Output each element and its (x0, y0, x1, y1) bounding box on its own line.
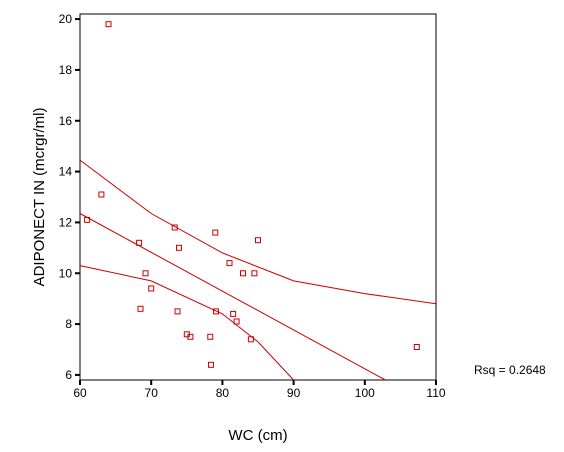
x-axis-title: WC (cm) (228, 427, 287, 444)
data-point (142, 270, 149, 277)
data-point (148, 285, 155, 292)
data-point (176, 244, 182, 251)
y-tick-label: 18 (59, 63, 73, 77)
plot-frame (79, 13, 437, 381)
x-tick-label: 90 (287, 386, 301, 400)
regression-lines (79, 159, 437, 381)
x-axis-ticks: 60 70 80 90 100 110 (73, 380, 446, 400)
data-point (105, 21, 112, 28)
data-point (84, 216, 91, 223)
y-tick-label: 6 (65, 368, 72, 382)
x-tick-label: 70 (145, 386, 159, 400)
data-point (233, 318, 240, 325)
confidence-band-upper (79, 159, 437, 305)
data-point (213, 308, 219, 315)
confidence-band-lower (79, 265, 294, 381)
data-point (207, 333, 214, 340)
data-point (174, 308, 181, 315)
data-point (226, 260, 233, 267)
data-point (98, 191, 105, 198)
data-point (247, 336, 254, 343)
y-tick-label: 16 (59, 114, 73, 128)
y-tick-label: 14 (59, 165, 73, 179)
y-axis-title: ADIPONECT IN (mcrgr/ml) (31, 108, 48, 287)
x-tick-label: 110 (426, 386, 445, 400)
y-tick-label: 20 (59, 12, 73, 26)
x-tick-label: 100 (355, 386, 375, 400)
data-point (240, 270, 246, 277)
data-point (251, 270, 258, 277)
y-tick-label: 12 (59, 215, 73, 229)
data-point (230, 310, 237, 317)
data-point (255, 237, 261, 244)
data-points (84, 21, 420, 368)
data-point (413, 344, 420, 350)
data-point (137, 305, 144, 312)
y-axis-ticks: 6 8 10 12 14 16 18 20 (59, 12, 80, 382)
y-tick-label: 10 (59, 266, 73, 280)
regression-fit-line (79, 213, 386, 381)
x-tick-label: 80 (216, 386, 230, 400)
data-point (136, 239, 143, 246)
data-point (187, 333, 194, 340)
data-point (208, 361, 214, 368)
data-point (212, 229, 219, 236)
y-tick-label: 8 (65, 317, 72, 331)
x-tick-label: 60 (73, 386, 87, 400)
data-point (171, 224, 178, 231)
rsq-annotation: Rsq = 0.2648 (474, 363, 546, 377)
